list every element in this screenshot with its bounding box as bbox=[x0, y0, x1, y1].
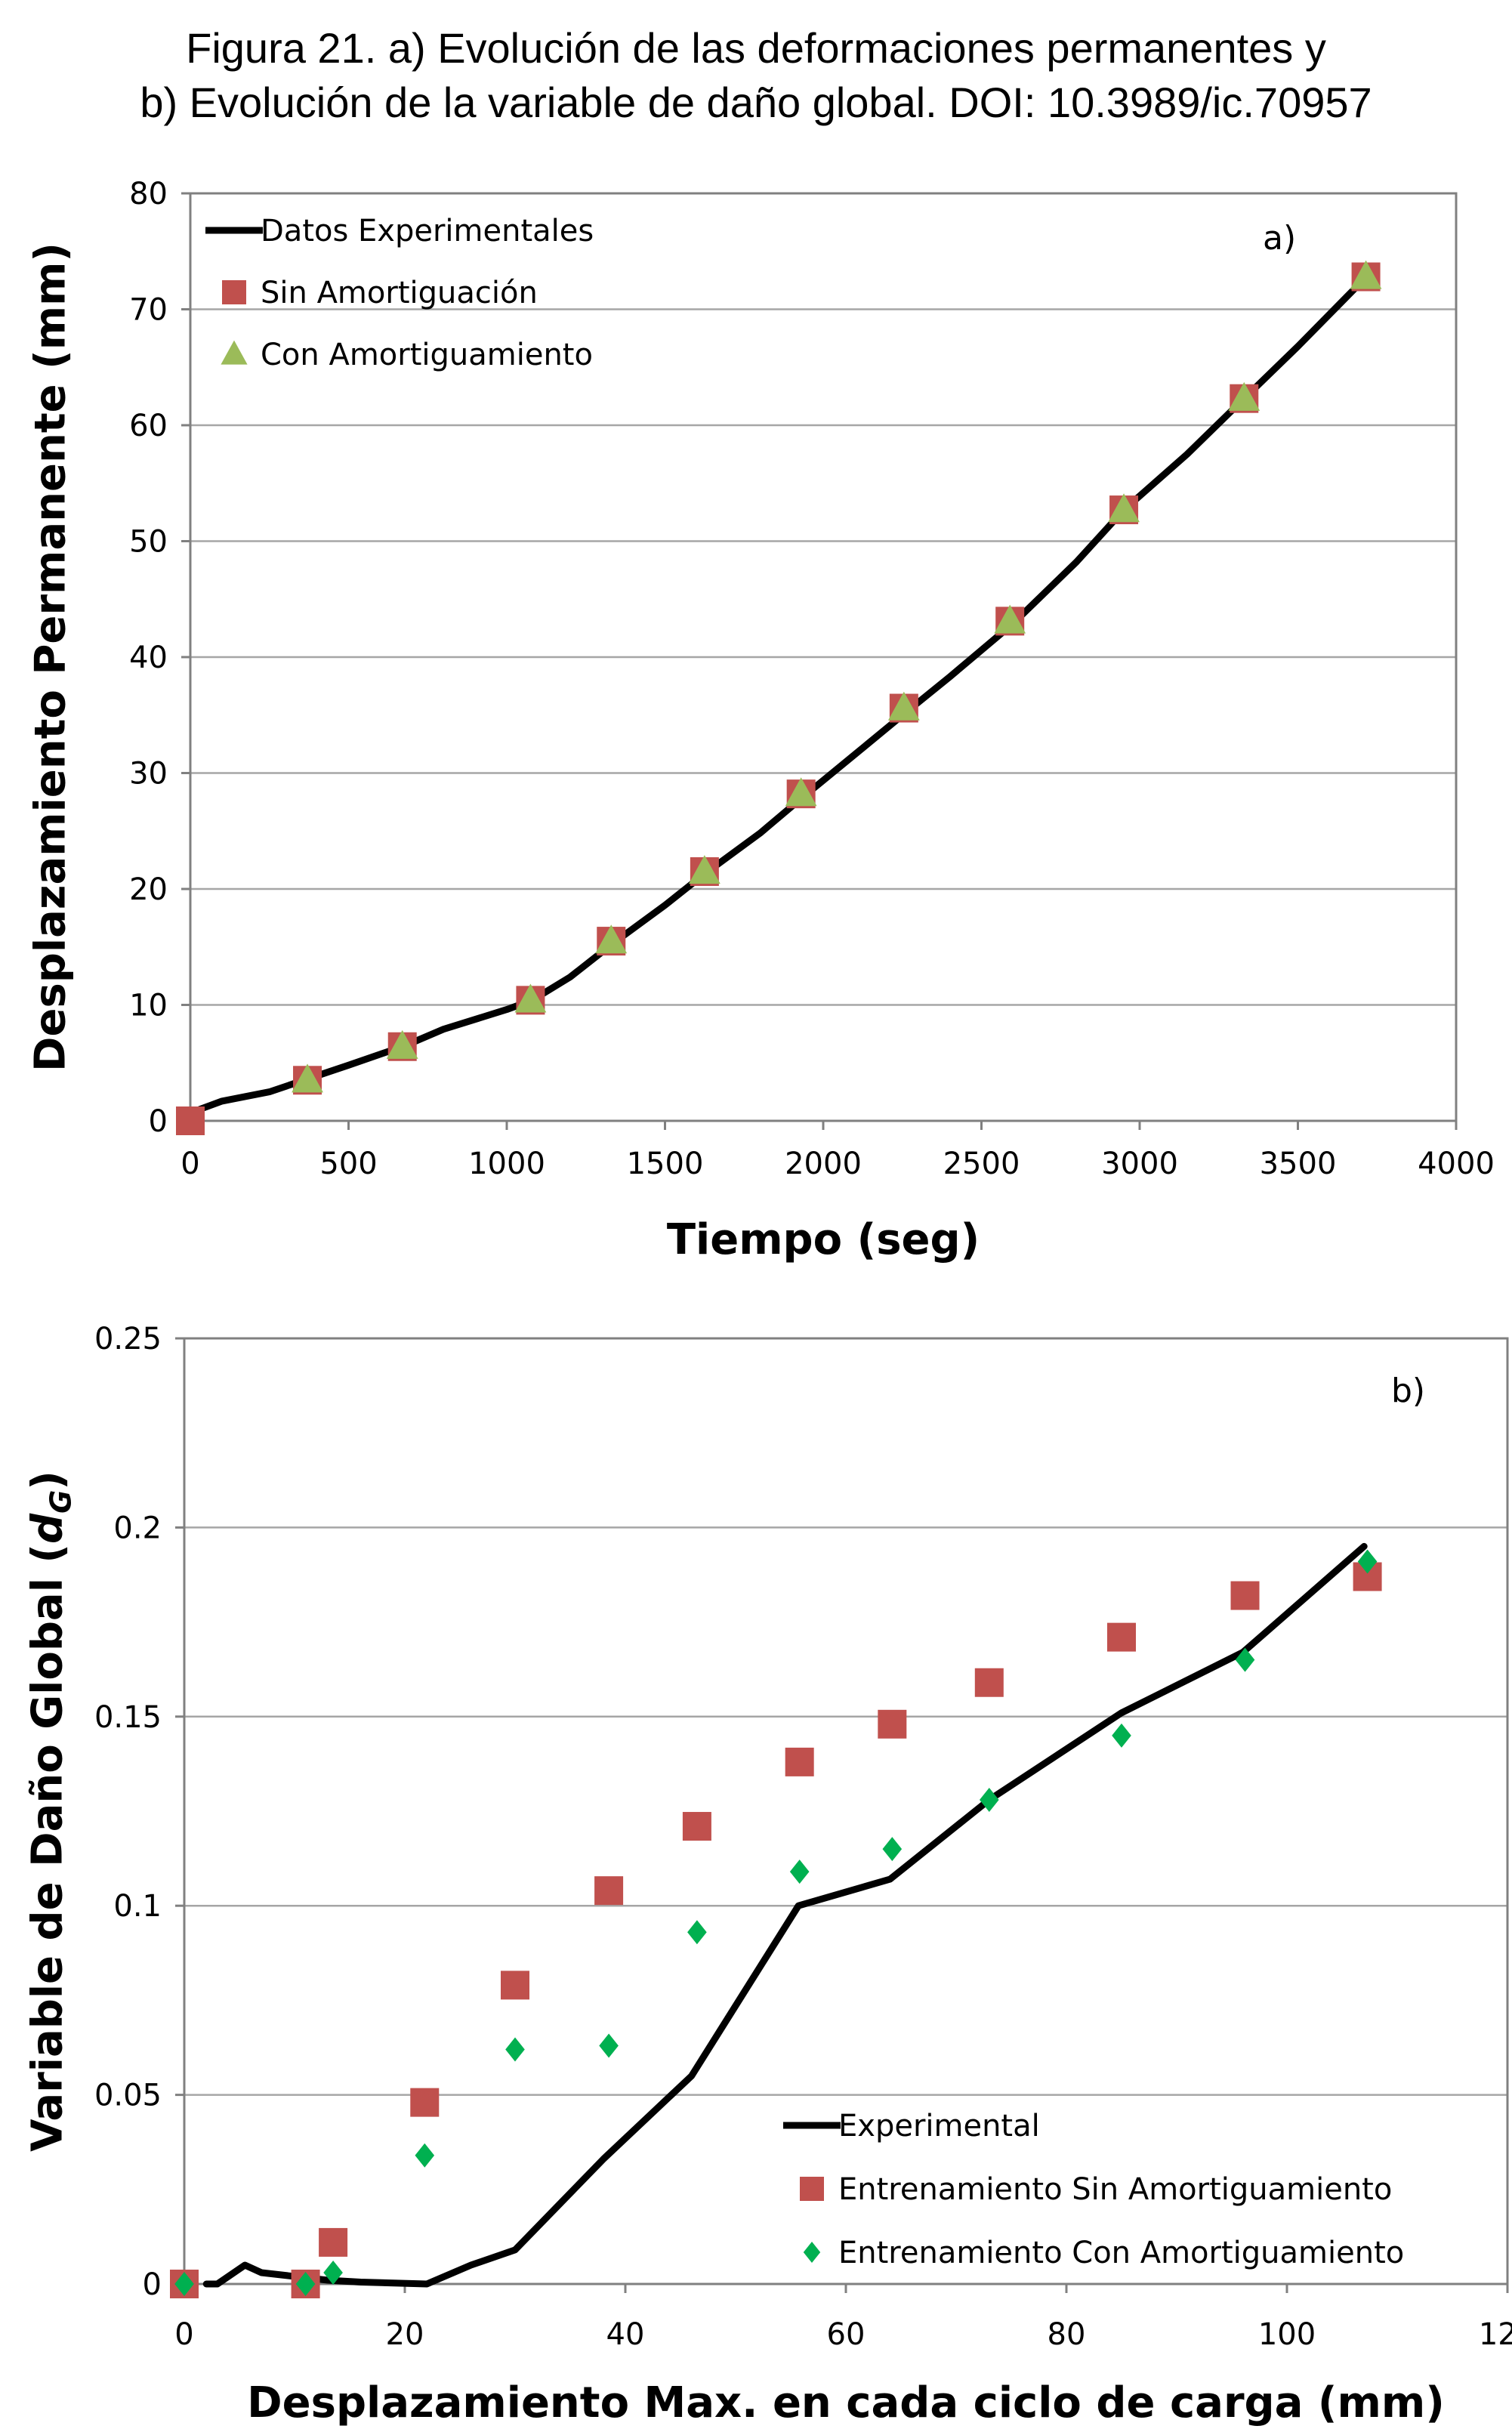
y-axis-label-close: ) bbox=[23, 1471, 73, 1490]
legend-label: Sin Amortiguación bbox=[261, 276, 538, 310]
x-tick-label: 500 bbox=[319, 1147, 377, 1181]
x-tick-label: 3500 bbox=[1260, 1147, 1337, 1181]
y-tick-label: 0.25 bbox=[94, 1322, 162, 1356]
data-point bbox=[785, 777, 817, 807]
data-point bbox=[887, 691, 920, 721]
y-tick-label: 60 bbox=[129, 409, 168, 443]
x-tick-label: 20 bbox=[386, 2317, 424, 2352]
data-point bbox=[882, 1837, 903, 1862]
x-tick-label: 0 bbox=[174, 2317, 193, 2352]
y-axis-label-text: Variable de Daño Global ( bbox=[23, 1544, 73, 2152]
data-point bbox=[410, 2088, 440, 2117]
x-tick-label: 120 bbox=[1479, 2317, 1512, 2352]
data-point bbox=[1350, 260, 1382, 289]
legend-label: Entrenamiento Sin Amortiguamiento bbox=[838, 2172, 1392, 2207]
data-point bbox=[1235, 1647, 1255, 1672]
data-point bbox=[1108, 493, 1140, 523]
x-tick-label: 40 bbox=[606, 2317, 645, 2352]
data-point bbox=[386, 1029, 418, 1059]
x-tick-label: 3000 bbox=[1101, 1147, 1178, 1181]
data-point bbox=[505, 2037, 525, 2062]
y-tick-label: 50 bbox=[129, 525, 168, 560]
y-axis-label-subscript: G bbox=[45, 1490, 78, 1514]
chart-b: 0 20 40 60 80 100 120 0 0.05 0.1 0.15 0.2 0.25 Despla… bbox=[23, 1322, 1512, 2427]
y-tick-label: 30 bbox=[129, 757, 168, 792]
y-tick-label: 0 bbox=[143, 2267, 162, 2302]
data-point bbox=[994, 604, 1026, 634]
data-point bbox=[323, 2260, 343, 2285]
x-tick-label: 2500 bbox=[943, 1147, 1020, 1181]
data-point bbox=[1107, 1622, 1136, 1652]
data-point bbox=[789, 1860, 810, 1884]
data-point bbox=[295, 2272, 316, 2296]
x-tick-label: 60 bbox=[827, 2317, 866, 2352]
data-point bbox=[174, 2272, 194, 2296]
legend-label: Datos Experimentales bbox=[261, 214, 594, 248]
data-point bbox=[415, 2143, 435, 2168]
y-tick-label: 0.15 bbox=[94, 1700, 162, 1735]
y-tick-label: 0.2 bbox=[113, 1511, 162, 1545]
data-point bbox=[878, 1709, 907, 1739]
data-point bbox=[501, 1971, 529, 2000]
data-point bbox=[682, 1812, 711, 1841]
y-tick-label: 80 bbox=[129, 177, 168, 211]
figure-title-line-1: Figura 21. a) Evolución de las deformaci… bbox=[186, 24, 1326, 72]
y-tick-label: 70 bbox=[129, 293, 168, 328]
x-tick-label: 0 bbox=[181, 1147, 199, 1181]
data-point bbox=[594, 1876, 624, 1906]
x-tick-label: 80 bbox=[1048, 2317, 1086, 2352]
panel-label: b) bbox=[1391, 1372, 1425, 1410]
data-point bbox=[595, 924, 628, 954]
data-point bbox=[785, 1747, 814, 1776]
data-point bbox=[176, 1106, 205, 1135]
x-tick-label: 4000 bbox=[1418, 1147, 1495, 1181]
panel-label: a) bbox=[1263, 219, 1296, 258]
data-point bbox=[514, 983, 547, 1013]
x-tick-label: 2000 bbox=[785, 1147, 862, 1181]
data-point bbox=[974, 1668, 1004, 1697]
x-tick-label: 100 bbox=[1258, 2317, 1316, 2352]
y-tick-label: 0.1 bbox=[113, 1889, 162, 1924]
y-axis-label-text: Desplazamiento Permanente (mm) bbox=[26, 242, 76, 1072]
data-point bbox=[687, 1920, 707, 1945]
data-point bbox=[319, 2227, 348, 2257]
y-axis-label: Variable de Daño Global (dG) bbox=[23, 1471, 78, 2152]
legend-label: Entrenamiento Con Amortiguamiento bbox=[838, 2236, 1404, 2270]
data-point bbox=[980, 1787, 999, 1812]
y-tick-label: 20 bbox=[129, 872, 168, 907]
legend-swatch-marker bbox=[222, 280, 246, 304]
chart-a: 0 500 1000 1500 2000 2500 3000 3500 4000 0 10 20 30 4… bbox=[26, 177, 1495, 1264]
x-tick-label: 1000 bbox=[468, 1147, 545, 1181]
y-tick-label: 40 bbox=[129, 640, 168, 675]
figure-title: Figura 21. a) Evolución de las deformaci… bbox=[0, 21, 1512, 130]
data-point bbox=[1112, 1723, 1131, 1748]
data-point bbox=[292, 1063, 323, 1093]
x-axis-label: Desplazamiento Max. en cada ciclo de car… bbox=[247, 2378, 1445, 2427]
legend-swatch-marker bbox=[803, 2242, 821, 2263]
legend-swatch-marker bbox=[800, 2177, 824, 2201]
plot-area bbox=[184, 1338, 1507, 2284]
series-line bbox=[202, 1542, 1368, 2288]
y-axis-label-symbol: d bbox=[23, 1513, 73, 1544]
legend-label: Con Amortiguamiento bbox=[261, 338, 593, 372]
legend-swatch-marker bbox=[221, 340, 248, 365]
y-tick-label: 0 bbox=[149, 1104, 168, 1139]
data-point bbox=[599, 2033, 619, 2058]
data-point bbox=[688, 855, 721, 884]
y-tick-label: 0.05 bbox=[94, 2079, 162, 2113]
y-tick-label: 10 bbox=[129, 989, 168, 1023]
figure-title-line-2: b) Evolución de la variable de daño glob… bbox=[140, 79, 1372, 126]
x-axis-label: Tiempo (seg) bbox=[667, 1215, 980, 1264]
data-point bbox=[1357, 1549, 1378, 1574]
legend-label: Experimental bbox=[838, 2109, 1040, 2144]
data-point bbox=[1228, 381, 1261, 411]
data-point bbox=[1230, 1581, 1260, 1610]
y-axis-label: Desplazamiento Permanente (mm) bbox=[26, 242, 76, 1072]
x-tick-label: 1500 bbox=[627, 1147, 704, 1181]
